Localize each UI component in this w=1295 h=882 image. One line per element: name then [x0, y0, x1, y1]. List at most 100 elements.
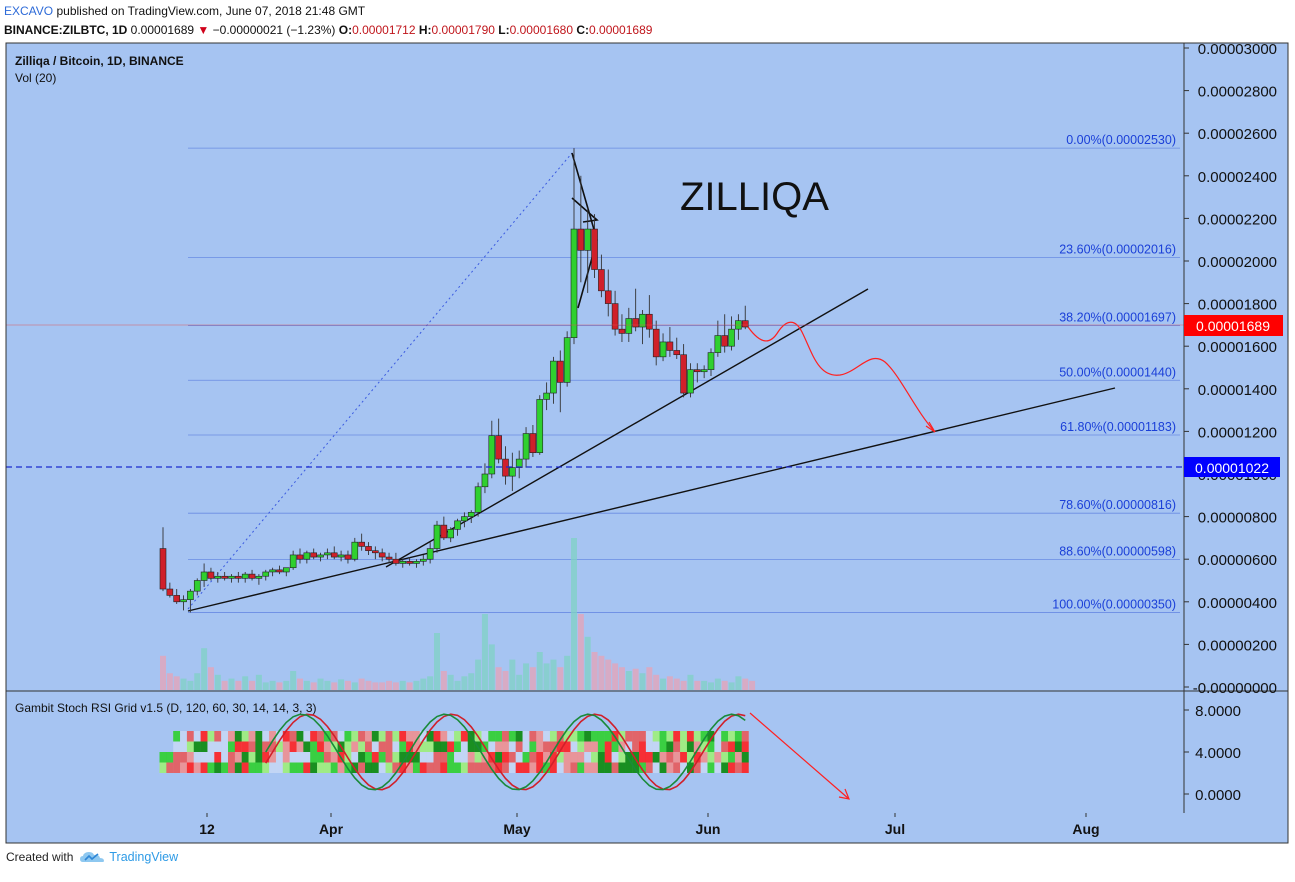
grid-cell	[365, 762, 372, 773]
long-trendline[interactable]	[187, 387, 1116, 612]
candle-body	[611, 303, 619, 330]
volume-bar	[365, 680, 372, 690]
candle-body	[536, 399, 544, 454]
annotation-text[interactable]: ZILLIQA	[680, 175, 829, 219]
last-price-badge	[1184, 315, 1283, 336]
grid-cell	[652, 741, 660, 752]
grid-cell	[543, 741, 551, 752]
grid-cell	[721, 731, 729, 742]
candle-body	[330, 552, 338, 558]
grid-cell	[659, 762, 667, 773]
grid-cell	[502, 752, 509, 763]
grid-cell	[515, 731, 523, 742]
fibonacci-retracement[interactable]: 0.00%(0.00002530) 23.60%(0.00002016) 38.20…	[188, 133, 1180, 613]
grid-cell	[522, 731, 530, 742]
grid-cell	[275, 762, 283, 773]
candle-body	[269, 569, 276, 573]
volume-bar	[262, 682, 269, 690]
volume-bar	[160, 655, 166, 690]
grid-cell	[241, 762, 249, 773]
grid-cell	[522, 752, 530, 763]
candle-body	[248, 573, 256, 579]
grid-cell	[173, 731, 181, 742]
level-price-badge-text: 0.00001022	[1195, 460, 1269, 476]
candle-body	[556, 360, 564, 383]
grid-cell	[378, 741, 386, 752]
oscillator-axis[interactable]: 8.0000 4.0000 0.0000	[1184, 703, 1241, 804]
grid-cell	[207, 741, 215, 752]
grid-cell	[543, 752, 551, 763]
grid-cell	[454, 762, 462, 773]
time-axis[interactable]: 12 Apr May Jun Jul Aug	[199, 813, 1100, 837]
candle-body	[563, 337, 571, 383]
candle-body	[365, 546, 372, 551]
price-axis[interactable]: 0.00003000 0.00002800 0.00002600 0.00002400…	[1184, 41, 1277, 697]
grid-cell	[255, 731, 263, 742]
grid-cell	[659, 752, 667, 763]
grid-cell	[159, 762, 167, 773]
grid-cell	[686, 741, 694, 752]
level-price-badge	[1184, 457, 1280, 477]
time-tick-label: Apr	[319, 821, 344, 837]
grid-cell	[289, 752, 297, 763]
grid-cell	[392, 762, 400, 773]
grid-cell	[303, 731, 311, 742]
volume-bar	[269, 680, 276, 690]
tradingview-link[interactable]: TradingView	[79, 850, 178, 864]
volume-bar	[386, 680, 393, 690]
grid-cell	[262, 731, 270, 742]
grid-cell	[173, 752, 181, 763]
grid-cell	[673, 731, 681, 742]
grid-cell	[741, 762, 749, 773]
author-link[interactable]: EXCAVO	[4, 4, 54, 18]
candle-body	[392, 558, 400, 564]
volume-bar	[660, 678, 667, 690]
grid-cell	[645, 741, 653, 752]
volume-bar	[557, 667, 564, 690]
candle-body	[159, 548, 167, 590]
candle-body	[358, 541, 365, 547]
grid-cell	[214, 731, 222, 742]
grid-cell	[460, 741, 468, 752]
grid-cell	[234, 752, 242, 763]
oscillator-forecast-arrow[interactable]	[749, 712, 850, 800]
volume-bar	[317, 678, 324, 690]
candle-body	[488, 435, 496, 475]
grid-cell	[454, 741, 462, 752]
grid-cell	[563, 752, 571, 763]
fib-diagonal	[187, 152, 573, 610]
open-label: O:	[338, 23, 353, 37]
grid-cell	[317, 762, 325, 773]
forecast-arrowhead	[925, 421, 936, 433]
grid-cell	[693, 762, 701, 773]
grid-cell	[570, 731, 578, 742]
grid-cell	[310, 731, 318, 742]
candle-body	[618, 328, 626, 334]
forecast-path[interactable]	[745, 321, 936, 433]
grid-cell	[173, 741, 181, 752]
candle-body	[474, 486, 482, 513]
grid-cell	[241, 741, 249, 752]
grid-cell	[481, 731, 489, 742]
grid-cell	[433, 741, 441, 752]
price-tick-label: 0.00000400	[1198, 595, 1277, 612]
grid-cell	[186, 741, 194, 752]
volume-bar	[488, 644, 495, 690]
grid-cell	[166, 752, 174, 763]
volume-bar	[297, 678, 303, 690]
candle-body	[625, 318, 633, 334]
grid-cell	[323, 762, 331, 773]
grid-cell	[275, 752, 283, 763]
grid-cell	[632, 752, 640, 763]
volume-bar	[735, 676, 742, 690]
grid-cell	[275, 741, 283, 752]
grid-cell	[563, 762, 571, 773]
volume-bar	[249, 680, 256, 690]
candle-body	[433, 524, 441, 549]
candle-body	[282, 567, 290, 573]
candle-body	[495, 435, 502, 460]
volume-bar	[564, 655, 571, 690]
grid-cell	[721, 741, 729, 752]
